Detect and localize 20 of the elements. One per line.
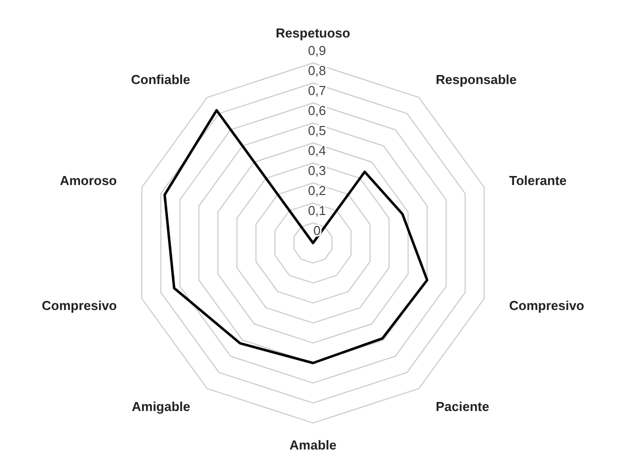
- y-tick-label: 0,3: [308, 163, 326, 178]
- y-tick-label: 0,5: [308, 123, 326, 138]
- spoke-label: Amigable: [132, 398, 190, 414]
- spoke-label: Confiable: [131, 72, 190, 88]
- spoke-label: Paciente: [436, 398, 490, 414]
- y-tick-label: 0,1: [308, 203, 326, 218]
- spoke-label: Tolerante: [509, 173, 567, 188]
- y-tick-label: 0,4: [308, 143, 326, 158]
- y-tick-label: 0,2: [308, 183, 326, 198]
- y-tick-label: 0,8: [308, 63, 326, 78]
- spoke-label: Compresivo: [509, 298, 584, 313]
- y-tick-label: 0: [313, 223, 321, 238]
- y-tick-label: 0,7: [308, 83, 326, 98]
- y-tick-label: 0,6: [308, 103, 326, 118]
- spoke-label: Respetuoso: [276, 26, 350, 41]
- spoke-label: Amable: [290, 438, 336, 453]
- y-tick-label: 0,9: [308, 43, 326, 58]
- spoke-label: Compresivo: [42, 298, 117, 313]
- spoke-label: Amoroso: [60, 173, 117, 188]
- spoke-label: Responsable: [436, 72, 517, 88]
